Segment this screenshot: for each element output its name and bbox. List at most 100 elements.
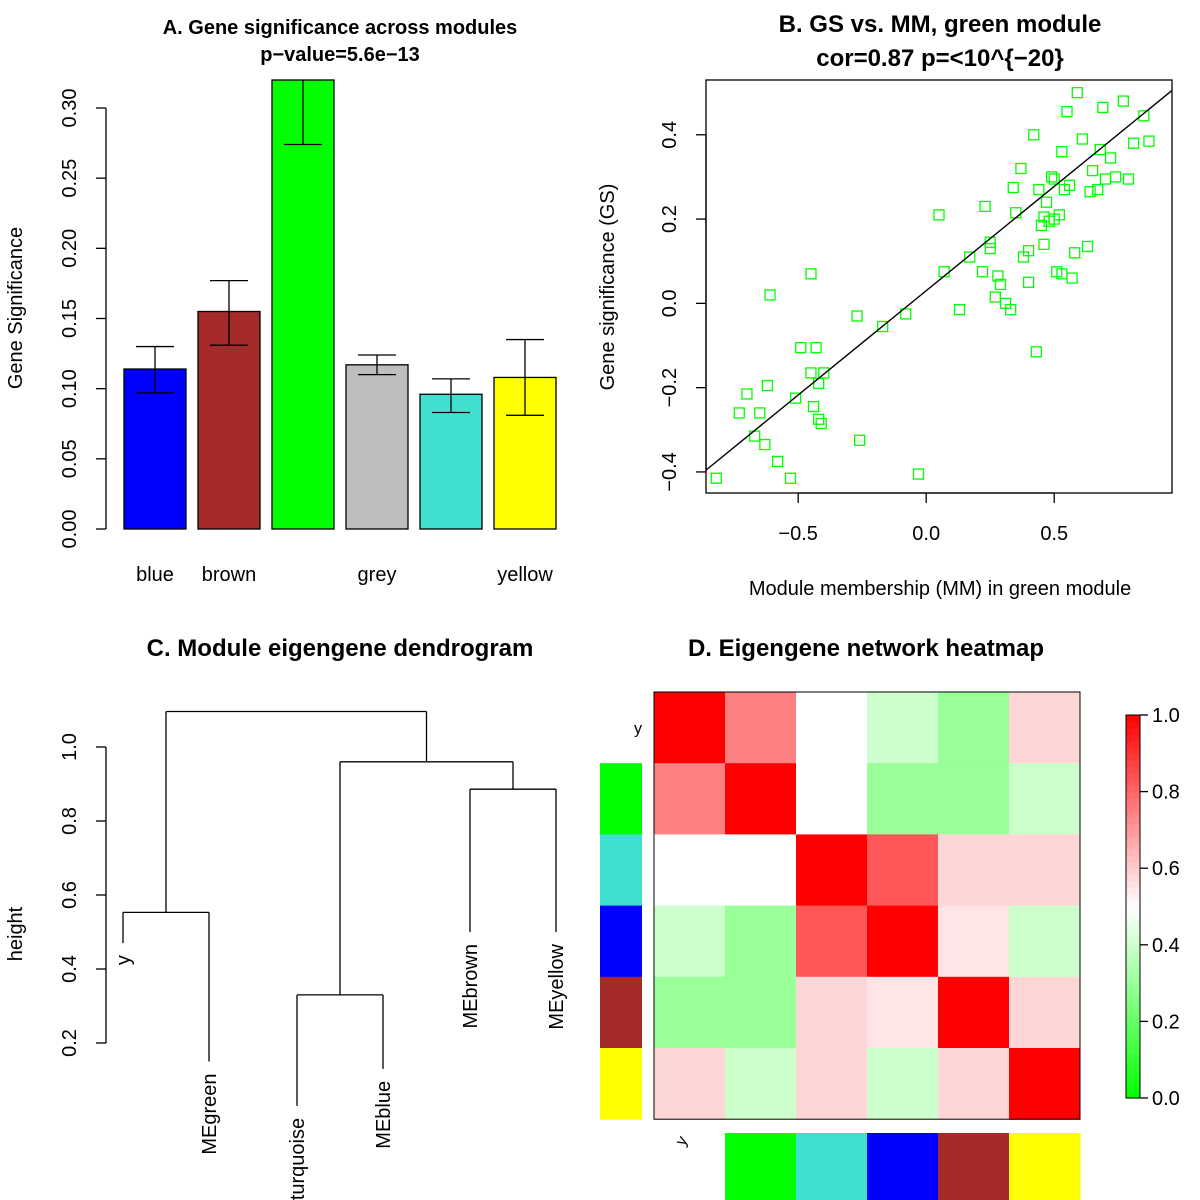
d-colorbar-step	[1126, 740, 1140, 748]
d-row-color	[600, 834, 642, 907]
d-colorbar-label: 1.0	[1152, 705, 1180, 727]
b-point	[1035, 219, 1048, 232]
d-colorbar-step	[1126, 734, 1140, 742]
d-row-color	[600, 976, 642, 1049]
d-cell	[938, 763, 1010, 835]
b-point	[1069, 247, 1081, 259]
b-xtick-label: 0.5	[1040, 523, 1068, 545]
b-ytick-label: −0.4	[659, 452, 681, 491]
b-point	[1081, 240, 1094, 253]
b-point	[1097, 101, 1109, 114]
b-point	[733, 407, 745, 419]
d-colorbar-step	[1126, 836, 1140, 844]
d-cell	[867, 1048, 939, 1120]
b-point	[976, 266, 989, 278]
d-col-color	[654, 1133, 726, 1200]
d-col-color	[867, 1133, 939, 1200]
d-colorbar-step	[1126, 817, 1140, 825]
panel-a-y-axis: 0.00 0.05 0.10 0.15 0.20 0.25 0.30	[59, 89, 107, 548]
b-point	[1110, 171, 1122, 183]
panel-a-bar-chart: A. Gene significance across modules p−va…	[5, 17, 557, 586]
panel-b-scatter: B. GS vs. MM, green module cor=0.87 p=<1…	[597, 11, 1173, 600]
d-colorbar-step	[1126, 855, 1140, 863]
b-point	[1143, 135, 1155, 147]
panel-a-title: A. Gene significance across modules	[163, 17, 518, 39]
a-ytick-label: 0.10	[59, 369, 81, 408]
b-point	[953, 304, 966, 316]
b-point	[815, 417, 827, 430]
b-point	[877, 320, 889, 333]
d-colorbar-step	[1126, 976, 1140, 984]
d-colorbar-step	[1126, 861, 1140, 869]
d-cell	[725, 692, 797, 764]
d-colorbar-step	[1126, 1027, 1140, 1035]
a-ytick-label: 0.30	[59, 89, 81, 128]
d-cell	[867, 763, 939, 835]
b-point	[1005, 304, 1017, 316]
b-point	[1010, 207, 1022, 219]
b-point	[761, 379, 774, 392]
panel-c-ylabel: height	[5, 906, 27, 961]
b-point	[1138, 110, 1150, 122]
d-cell	[654, 1048, 726, 1120]
b-point	[813, 377, 825, 390]
b-ytick-label: 0.0	[659, 289, 681, 317]
a-ytick-label: 0.25	[59, 159, 81, 198]
d-colorbar-step	[1126, 1072, 1140, 1080]
d-colorbar-step	[1126, 1015, 1140, 1022]
d-colorbar-step	[1126, 868, 1140, 876]
b-ytick-label: 0.2	[659, 205, 681, 233]
d-cell	[867, 905, 939, 978]
d-colorbar-label: 0.2	[1152, 1011, 1180, 1033]
d-cell	[1009, 1048, 1081, 1120]
b-point	[810, 341, 822, 354]
d-colorbar-step	[1126, 849, 1140, 857]
d-colorbar-step	[1126, 753, 1140, 761]
d-colorbar-step	[1126, 919, 1140, 927]
b-point	[795, 341, 807, 354]
b-point	[772, 455, 784, 468]
d-colorbar-step	[1126, 995, 1140, 1003]
d-cell	[654, 763, 726, 835]
a-bar-turquoise	[419, 393, 483, 530]
d-cell	[796, 976, 868, 1049]
d-colorbar-step	[1126, 874, 1140, 882]
d-colorbar-step	[1126, 829, 1140, 837]
d-cell	[938, 1048, 1010, 1120]
d-colorbar-step	[1126, 932, 1140, 940]
b-point	[979, 200, 991, 213]
b-point	[1030, 346, 1042, 358]
b-point	[764, 289, 776, 301]
d-cell	[1009, 763, 1081, 835]
d-cell	[938, 834, 1010, 907]
d-border	[653, 691, 1081, 1120]
b-point	[807, 400, 820, 413]
panel-a-category-labels: blue brown grey yellow	[136, 564, 553, 586]
d-col-color	[1009, 1133, 1081, 1200]
d-colorbar-border	[1125, 714, 1141, 1099]
d-cell	[725, 834, 797, 907]
d-cell	[796, 834, 868, 907]
a-category-label: grey	[358, 564, 397, 586]
d-row-color	[600, 1048, 642, 1120]
d-cell	[654, 692, 726, 764]
a-ytick-label: 0.15	[59, 299, 81, 338]
b-point	[741, 388, 753, 400]
d-colorbar-step	[1126, 810, 1140, 818]
b-point	[853, 434, 866, 446]
d-colorbar-label: 0.6	[1152, 858, 1180, 880]
b-point	[1084, 186, 1096, 198]
d-cell	[796, 905, 868, 978]
b-ytick-label: 0.4	[659, 121, 681, 149]
panel-d-col-color-bar	[654, 1133, 1081, 1200]
d-cell	[867, 834, 939, 907]
b-ytick-label: −0.2	[659, 368, 681, 407]
b-point	[805, 367, 817, 379]
b-point	[1028, 129, 1040, 141]
b-point	[1092, 183, 1104, 196]
d-colorbar-step	[1126, 938, 1140, 946]
d-cell	[1009, 976, 1081, 1049]
b-point	[1048, 173, 1060, 185]
d-cell	[725, 1048, 797, 1120]
d-cell	[725, 976, 797, 1049]
